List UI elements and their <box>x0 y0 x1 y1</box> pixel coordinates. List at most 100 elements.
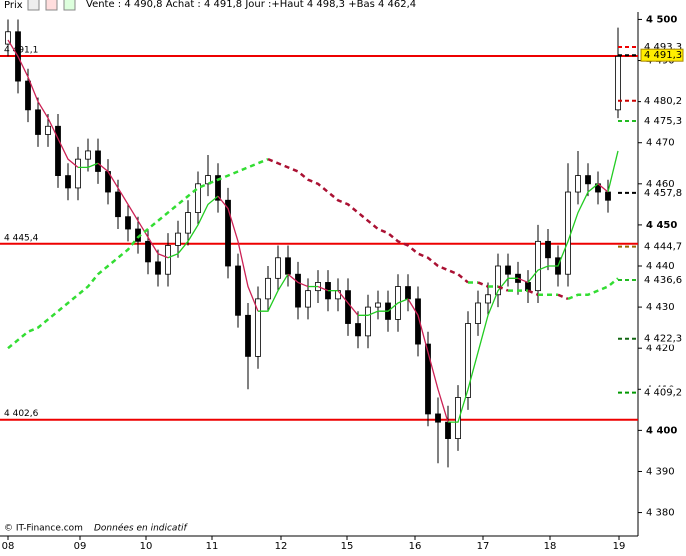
header-label: Prix <box>4 0 23 11</box>
candle-body <box>95 150 101 172</box>
level-label: 4 445,4 <box>4 233 39 243</box>
candle-body <box>405 286 411 300</box>
candle-body <box>535 240 541 292</box>
y-tick-label: 4 450 <box>646 220 677 231</box>
moving-average <box>567 277 619 301</box>
zoom-out-icon[interactable] <box>63 0 76 11</box>
candle-body <box>55 125 61 176</box>
quote: Vente : 4 490,8 Achat : 4 491,8 Jour :+H… <box>86 0 416 10</box>
x-tick-label: 18 <box>544 541 557 552</box>
candle-body <box>165 245 171 275</box>
candle-body <box>445 421 451 439</box>
candle-body <box>365 306 371 337</box>
candle-body <box>155 261 161 275</box>
candle-body <box>375 302 381 308</box>
candle-body <box>45 125 51 135</box>
moving-average <box>267 157 469 284</box>
candle-body <box>435 413 441 423</box>
x-tick-label: 12 <box>275 541 288 552</box>
candle-body <box>585 175 591 185</box>
marker-label: 4 480,2 <box>644 96 682 107</box>
candle-body <box>175 232 181 246</box>
moving-average <box>597 183 609 193</box>
moving-average <box>7 39 79 168</box>
candle-body <box>355 323 361 337</box>
y-tick-label: 4 430 <box>646 302 675 313</box>
marker-box <box>640 48 684 62</box>
moving-average <box>448 277 518 423</box>
candle-body <box>85 150 91 160</box>
candle-body <box>545 240 551 259</box>
marker-label: 4 444,7 <box>644 242 682 253</box>
moving-average <box>517 277 529 284</box>
candle-body <box>205 175 211 185</box>
x-tick-label: 16 <box>409 541 422 552</box>
x-tick-label: 08 <box>2 541 15 552</box>
marker-box <box>641 94 683 107</box>
marker-box <box>641 114 683 127</box>
tool-icon[interactable] <box>27 0 40 11</box>
y-tick-label: 4 420 <box>646 343 675 354</box>
marker-label: 4 493,3 <box>644 42 682 53</box>
marker-box <box>641 386 683 399</box>
candle-body <box>345 290 351 324</box>
candle-body <box>75 158 81 189</box>
marker-label: 4 475,3 <box>644 116 682 127</box>
zoom-in-icon[interactable] <box>45 0 58 11</box>
marker-box <box>641 240 683 253</box>
candle-body <box>145 240 151 263</box>
candle-body <box>245 314 251 357</box>
candle-body <box>115 191 121 218</box>
x-tick-label: 10 <box>140 541 153 552</box>
candle-body <box>5 31 11 45</box>
moving-average <box>78 162 99 169</box>
y-tick-label: 4 470 <box>646 138 675 149</box>
footer-source: © IT-Finance.com <box>4 524 83 534</box>
marker-label: 4 422,3 <box>644 334 682 345</box>
candle-body <box>415 298 421 345</box>
y-tick-label: 4 390 <box>646 466 675 477</box>
toolbar-icons[interactable] <box>27 0 76 11</box>
moving-average <box>317 285 329 292</box>
level-label: 4 491,1 <box>4 46 38 56</box>
moving-average <box>287 273 309 288</box>
y-tick-label: 4 500 <box>646 14 677 25</box>
marker-label: 4 457,8 <box>644 188 682 199</box>
y-tick-label: 4 380 <box>646 508 675 519</box>
candle-body <box>195 183 201 213</box>
moving-average <box>407 298 449 423</box>
moving-average <box>607 150 619 193</box>
candle-body <box>485 294 491 304</box>
marker-label: 4 491,3 <box>644 50 682 61</box>
candle-body <box>605 191 611 201</box>
y-tick-label: 4 440 <box>646 261 675 272</box>
candle-body <box>265 277 271 300</box>
x-tick-label: 09 <box>74 541 87 552</box>
moving-average <box>167 195 219 259</box>
candle-body <box>215 175 221 201</box>
candle-body <box>275 257 281 279</box>
x-tick-label: 19 <box>613 541 626 552</box>
candle-body <box>35 109 41 135</box>
candle-body <box>255 298 261 357</box>
candle-body <box>305 290 311 308</box>
marker-box <box>641 332 683 345</box>
moving-average <box>97 162 169 259</box>
moving-average <box>217 195 259 312</box>
moving-average <box>7 157 269 350</box>
candle-body <box>565 191 571 275</box>
candle-body <box>495 265 501 296</box>
candle-body <box>65 175 71 189</box>
candle-body <box>235 265 241 316</box>
header-bar <box>0 0 686 12</box>
moving-average <box>358 298 409 316</box>
candle-body <box>455 397 461 439</box>
moving-average <box>258 273 289 312</box>
candle-body <box>125 216 131 230</box>
moving-average <box>557 293 569 301</box>
y-tick-label: 4 400 <box>646 425 677 436</box>
marker-box <box>641 186 683 199</box>
candle-body <box>575 175 581 193</box>
